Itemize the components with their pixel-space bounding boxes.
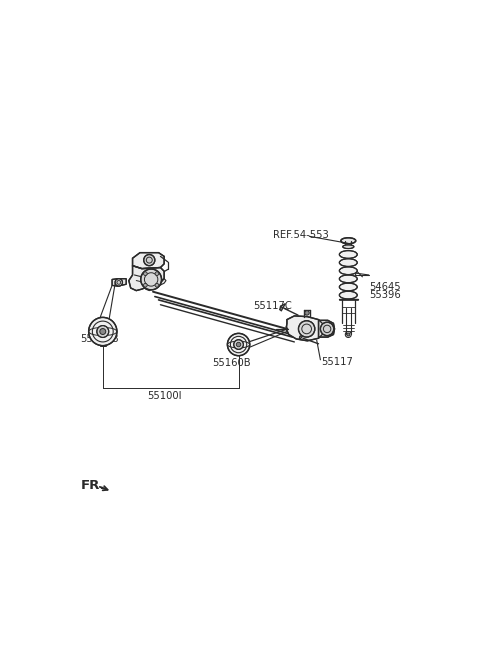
Polygon shape bbox=[319, 320, 335, 337]
Ellipse shape bbox=[339, 283, 357, 291]
Circle shape bbox=[321, 322, 334, 335]
Text: 55160B: 55160B bbox=[81, 334, 119, 345]
Circle shape bbox=[228, 333, 250, 356]
Polygon shape bbox=[132, 253, 164, 269]
Circle shape bbox=[141, 269, 162, 290]
Circle shape bbox=[100, 329, 106, 335]
Polygon shape bbox=[112, 278, 126, 286]
Text: 55100I: 55100I bbox=[147, 391, 181, 401]
Ellipse shape bbox=[339, 259, 357, 267]
Text: 55396: 55396 bbox=[370, 290, 401, 300]
Circle shape bbox=[234, 340, 243, 349]
Text: FR.: FR. bbox=[81, 479, 105, 493]
Circle shape bbox=[97, 326, 109, 337]
Circle shape bbox=[299, 321, 315, 337]
Text: 54645: 54645 bbox=[370, 282, 401, 292]
Polygon shape bbox=[129, 266, 164, 291]
Circle shape bbox=[305, 310, 309, 315]
Ellipse shape bbox=[339, 251, 357, 258]
Ellipse shape bbox=[339, 267, 357, 274]
Text: REF.54-553: REF.54-553 bbox=[273, 230, 328, 240]
Circle shape bbox=[89, 318, 117, 346]
Circle shape bbox=[144, 255, 155, 266]
Polygon shape bbox=[286, 316, 324, 341]
Circle shape bbox=[155, 272, 159, 276]
Ellipse shape bbox=[339, 291, 357, 299]
Circle shape bbox=[155, 284, 159, 287]
Ellipse shape bbox=[341, 238, 356, 244]
Circle shape bbox=[347, 333, 350, 336]
Circle shape bbox=[144, 272, 147, 276]
Text: 55117: 55117 bbox=[322, 357, 353, 367]
Text: 55117C: 55117C bbox=[253, 301, 292, 311]
Ellipse shape bbox=[343, 245, 354, 248]
Polygon shape bbox=[145, 278, 166, 291]
Circle shape bbox=[236, 343, 241, 346]
Circle shape bbox=[115, 278, 122, 286]
Circle shape bbox=[144, 284, 147, 287]
Text: 55160B: 55160B bbox=[212, 358, 251, 368]
Ellipse shape bbox=[339, 275, 357, 283]
